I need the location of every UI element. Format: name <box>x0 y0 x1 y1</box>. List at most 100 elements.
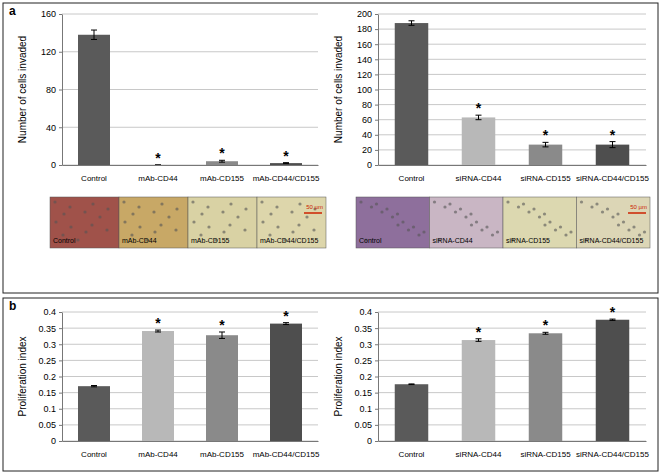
tick-label: 0 <box>367 160 372 170</box>
bar <box>206 161 238 165</box>
tick: siRNA-CD155 <box>520 165 571 183</box>
significance: * <box>610 127 616 143</box>
tick-mark <box>59 90 62 91</box>
axis-line <box>379 441 647 442</box>
tick-label: siRNA-CD44 <box>456 450 502 459</box>
pore <box>175 207 178 210</box>
pore <box>538 215 541 218</box>
micrograph <box>188 197 257 248</box>
pore <box>548 220 551 223</box>
scale-bar <box>628 212 646 214</box>
pore <box>527 210 530 213</box>
tick-label: mAb-CD44 <box>138 450 178 459</box>
bar <box>206 335 238 441</box>
error-cap <box>476 119 482 120</box>
tick: 80 <box>362 100 378 110</box>
pore <box>236 215 239 218</box>
tick-label: Control <box>81 174 107 183</box>
pore <box>68 205 71 208</box>
pore <box>543 212 546 215</box>
tick-label: 0.1 <box>43 404 56 414</box>
error-bar <box>409 383 415 385</box>
tick-mark <box>59 52 62 53</box>
error-cap <box>543 146 549 147</box>
micrograph <box>577 197 651 248</box>
pore <box>98 215 101 218</box>
tick: 0.2 <box>43 372 62 382</box>
pore <box>297 223 300 226</box>
tick: mAb-CD44 <box>138 165 178 183</box>
y-axis-title: Number of cells invaded <box>333 36 344 143</box>
pore <box>243 228 246 231</box>
tick: 0.05 <box>38 420 62 430</box>
tick: Control <box>399 165 425 183</box>
pore <box>83 210 86 213</box>
pore <box>206 205 209 208</box>
pore <box>174 228 177 231</box>
pore <box>359 200 362 203</box>
error-cap <box>219 162 225 163</box>
pore <box>517 205 520 208</box>
pore <box>69 225 72 228</box>
tick-label: 0.25 <box>38 356 56 366</box>
tick-label: 100 <box>357 85 372 95</box>
chart: ***00.050.10.150.20.250.30.350.4Controls… <box>333 304 650 459</box>
micrograph <box>50 197 119 248</box>
tick-label: 40 <box>46 123 56 133</box>
tick: 0 <box>51 436 62 446</box>
pore <box>590 205 593 208</box>
pore <box>569 230 572 233</box>
micrograph <box>257 197 326 248</box>
pore <box>396 212 399 215</box>
error-cap <box>409 383 415 384</box>
pore <box>191 200 194 203</box>
image-strip: ControlmAb-CD44mAb-CD155mAb-CD44/CD15550… <box>50 197 326 248</box>
error-bar <box>91 386 97 387</box>
tick-label: 200 <box>357 9 372 19</box>
error-cap <box>219 338 225 339</box>
pore <box>375 202 378 205</box>
pore <box>62 212 65 215</box>
panel-frame <box>3 298 658 471</box>
image-label: Control <box>359 237 382 244</box>
y-axis: 04080120160 <box>41 9 63 170</box>
tick: 0.05 <box>354 420 378 430</box>
tick-mark <box>375 150 378 151</box>
tick: 0 <box>367 436 378 446</box>
pore <box>291 230 294 233</box>
pore <box>617 223 620 226</box>
tick-mark <box>375 90 378 91</box>
pore <box>200 212 203 215</box>
image-label: mAb-CD44/CD155 <box>260 237 318 244</box>
tick-mark <box>59 441 62 442</box>
tick-mark <box>375 44 378 45</box>
tick-label: 80 <box>362 100 372 110</box>
chart: ***04080120160ControlmAb-CD44mAb-CD155mA… <box>17 9 320 182</box>
pore <box>298 202 301 205</box>
error-cap <box>409 25 415 26</box>
tick-label: 0.25 <box>354 356 372 366</box>
grid <box>62 14 318 165</box>
tick: 0.3 <box>43 340 62 350</box>
tick-label: siRNA-CD44/CD155 <box>576 174 649 183</box>
image-strip: ControlsiRNA-CD44siRNA-CD155siRNA-CD44/C… <box>356 197 650 248</box>
pore <box>244 207 247 210</box>
tick: 60 <box>362 115 378 125</box>
error-cap <box>610 147 616 148</box>
scale-bar <box>304 212 322 214</box>
panel-frame <box>3 3 658 293</box>
tick-label: siRNA-CD155 <box>520 174 571 183</box>
tick: mAb-CD155 <box>200 165 245 183</box>
pore <box>106 207 109 210</box>
tick-label: 160 <box>41 9 56 19</box>
tick-mark <box>59 165 62 166</box>
tick-mark <box>375 360 378 361</box>
tick: 0.4 <box>43 307 62 317</box>
bar <box>462 340 496 441</box>
error-cap <box>91 385 97 386</box>
tick-label: 0 <box>51 160 56 170</box>
pore <box>138 225 141 228</box>
tick: Control <box>81 441 107 459</box>
tick: mAb-CD155 <box>200 441 245 459</box>
pore <box>506 200 509 203</box>
